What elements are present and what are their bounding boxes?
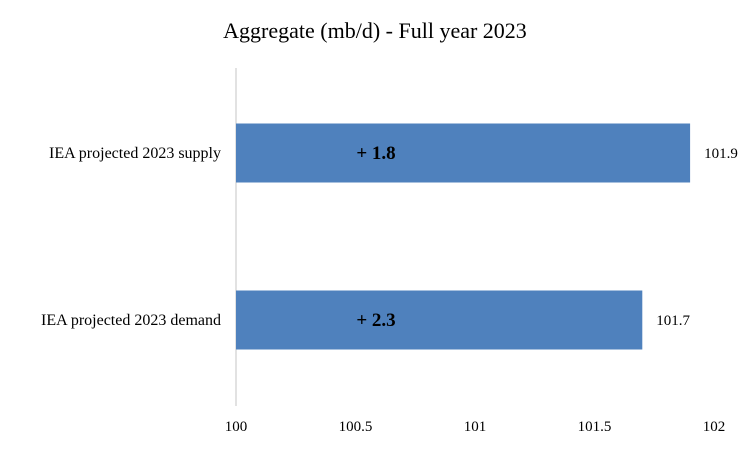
data-label: 101.7: [656, 313, 690, 329]
category-label: IEA projected 2023 supply: [49, 145, 221, 162]
x-tick-labels: 100 100.5 101 101.5 102: [225, 419, 726, 435]
x-tick-label: 100.5: [339, 419, 373, 435]
bars-group: IEA projected 2023 supply + 1.8 101.9 IEA p…: [41, 123, 738, 350]
data-label: 101.9: [704, 146, 738, 162]
bar: [236, 290, 643, 350]
category-label: IEA projected 2023 demand: [41, 312, 221, 329]
chart-title: Aggregate (mb/d) - Full year 2023: [223, 18, 527, 43]
x-tick-label: 101: [464, 419, 487, 435]
bar-annotation: + 2.3: [356, 310, 395, 331]
x-tick-label: 100: [225, 419, 248, 435]
bar-annotation: + 1.8: [356, 143, 395, 164]
x-tick-label: 102: [703, 419, 726, 435]
bar: [236, 123, 691, 183]
x-tick-label: 101.5: [578, 419, 612, 435]
